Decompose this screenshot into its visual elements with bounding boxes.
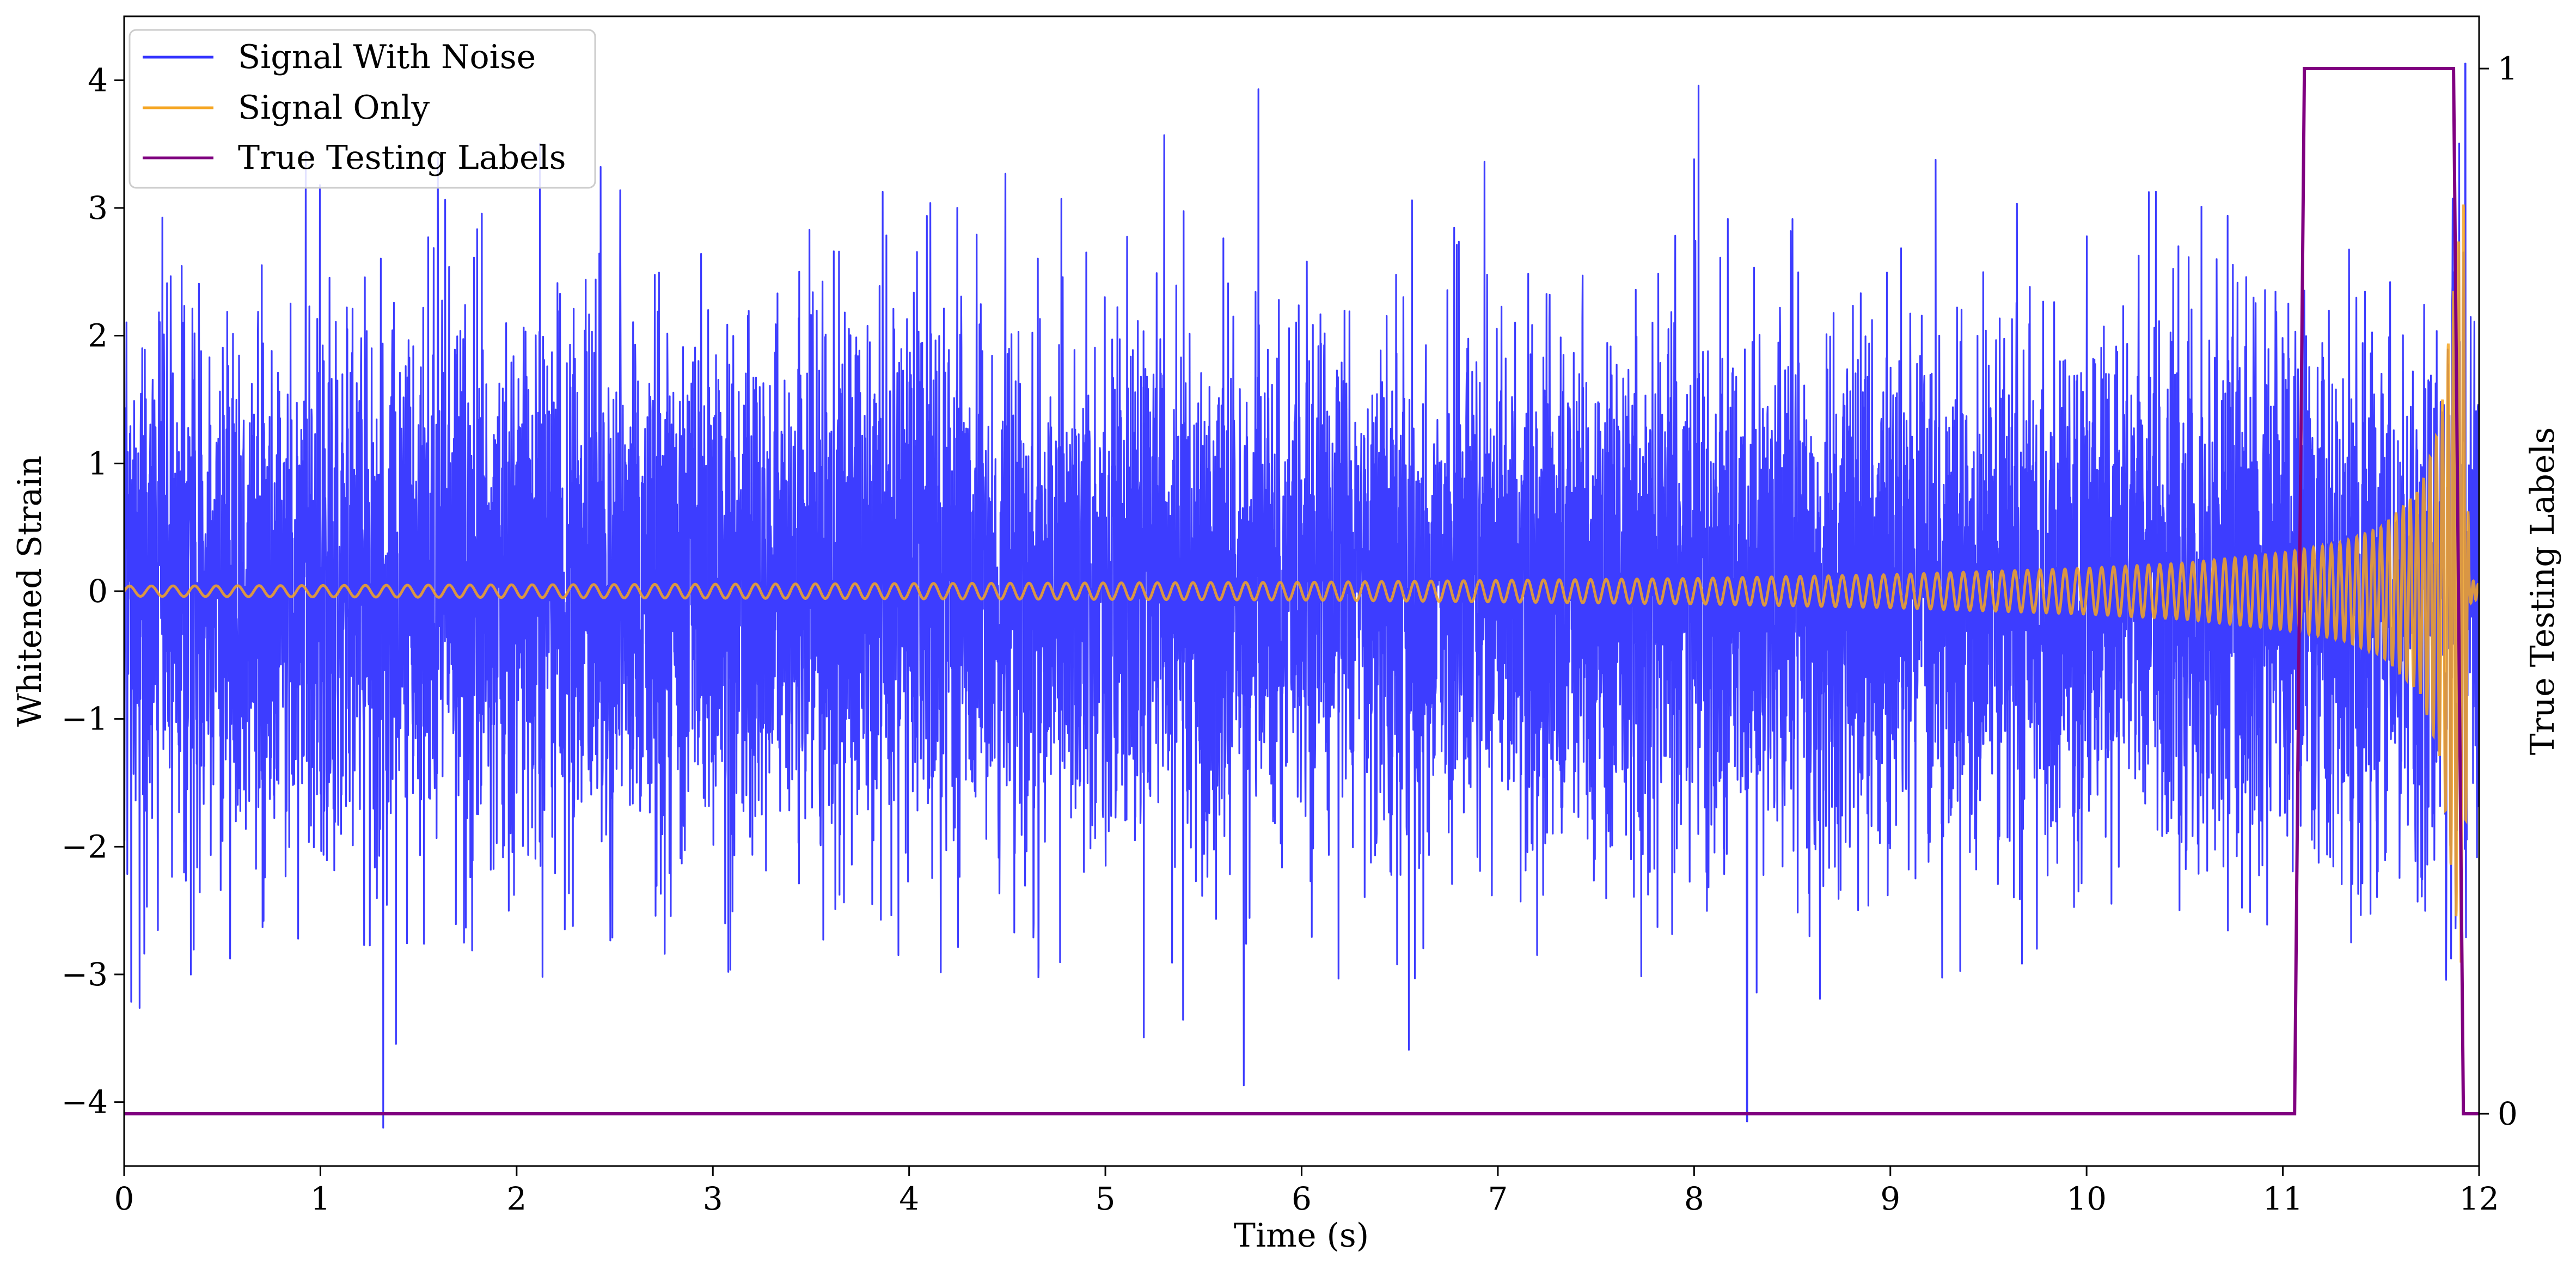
x-tick-label: 6 <box>1292 1180 1312 1217</box>
y-axis-label: Whitened Strain <box>11 456 49 727</box>
x-axis-label: Time (s) <box>1234 1217 1369 1255</box>
legend-label-signal-only: Signal Only <box>238 89 430 127</box>
x-tick-label: 10 <box>2066 1180 2107 1217</box>
y-tick-label: 1 <box>88 445 108 482</box>
x-tick-label: 7 <box>1488 1180 1508 1217</box>
x-tick-label: 1 <box>310 1180 331 1217</box>
y-tick-label: 4 <box>88 62 108 99</box>
x-tick-label: 12 <box>2459 1180 2499 1217</box>
plot-area <box>124 63 2479 1129</box>
y-tick-label: −1 <box>62 701 108 738</box>
x-axis: 0 1 2 3 4 5 6 7 8 9 10 11 12 <box>114 1166 2499 1217</box>
y-tick-label: −4 <box>62 1084 108 1121</box>
legend-box <box>129 29 596 189</box>
series-signal-only-line <box>124 204 2479 963</box>
legend-label-signal-with-noise: Signal With Noise <box>238 38 536 76</box>
x-tick-label: 9 <box>1880 1180 1900 1217</box>
y-axis-right: 01 <box>2479 50 2518 1132</box>
x-tick-label: 2 <box>506 1180 527 1217</box>
y-tick-label: −2 <box>62 828 108 865</box>
x-tick-label: 8 <box>1684 1180 1704 1217</box>
x-tick-label: 0 <box>114 1180 134 1217</box>
y2-axis-label: True Testing Labels <box>2524 427 2562 756</box>
y-tick-label: 2 <box>88 317 108 354</box>
y-axis-left: −4 −3 −2 −1 0 1 2 3 4 <box>62 62 124 1121</box>
series-signal-with-noise-line <box>124 63 2479 1129</box>
y-tick-label: 0 <box>88 573 108 610</box>
legend-label-true-testing-labels: True Testing Labels <box>238 139 566 177</box>
x-tick-label: 5 <box>1096 1180 1116 1217</box>
x-tick-label: 11 <box>2263 1180 2303 1217</box>
series-true-testing-labels-line <box>124 67 2479 1115</box>
y-tick-label: 3 <box>88 189 108 226</box>
x-tick-label: 3 <box>703 1180 723 1217</box>
x-tick-label: 4 <box>899 1180 919 1217</box>
legend: Signal With Noise Signal Only True Testi… <box>129 29 596 189</box>
y-tick-label: −3 <box>62 956 108 993</box>
y2-tick-label: 1 <box>2498 50 2518 87</box>
y2-tick-label: 0 <box>2498 1095 2518 1132</box>
